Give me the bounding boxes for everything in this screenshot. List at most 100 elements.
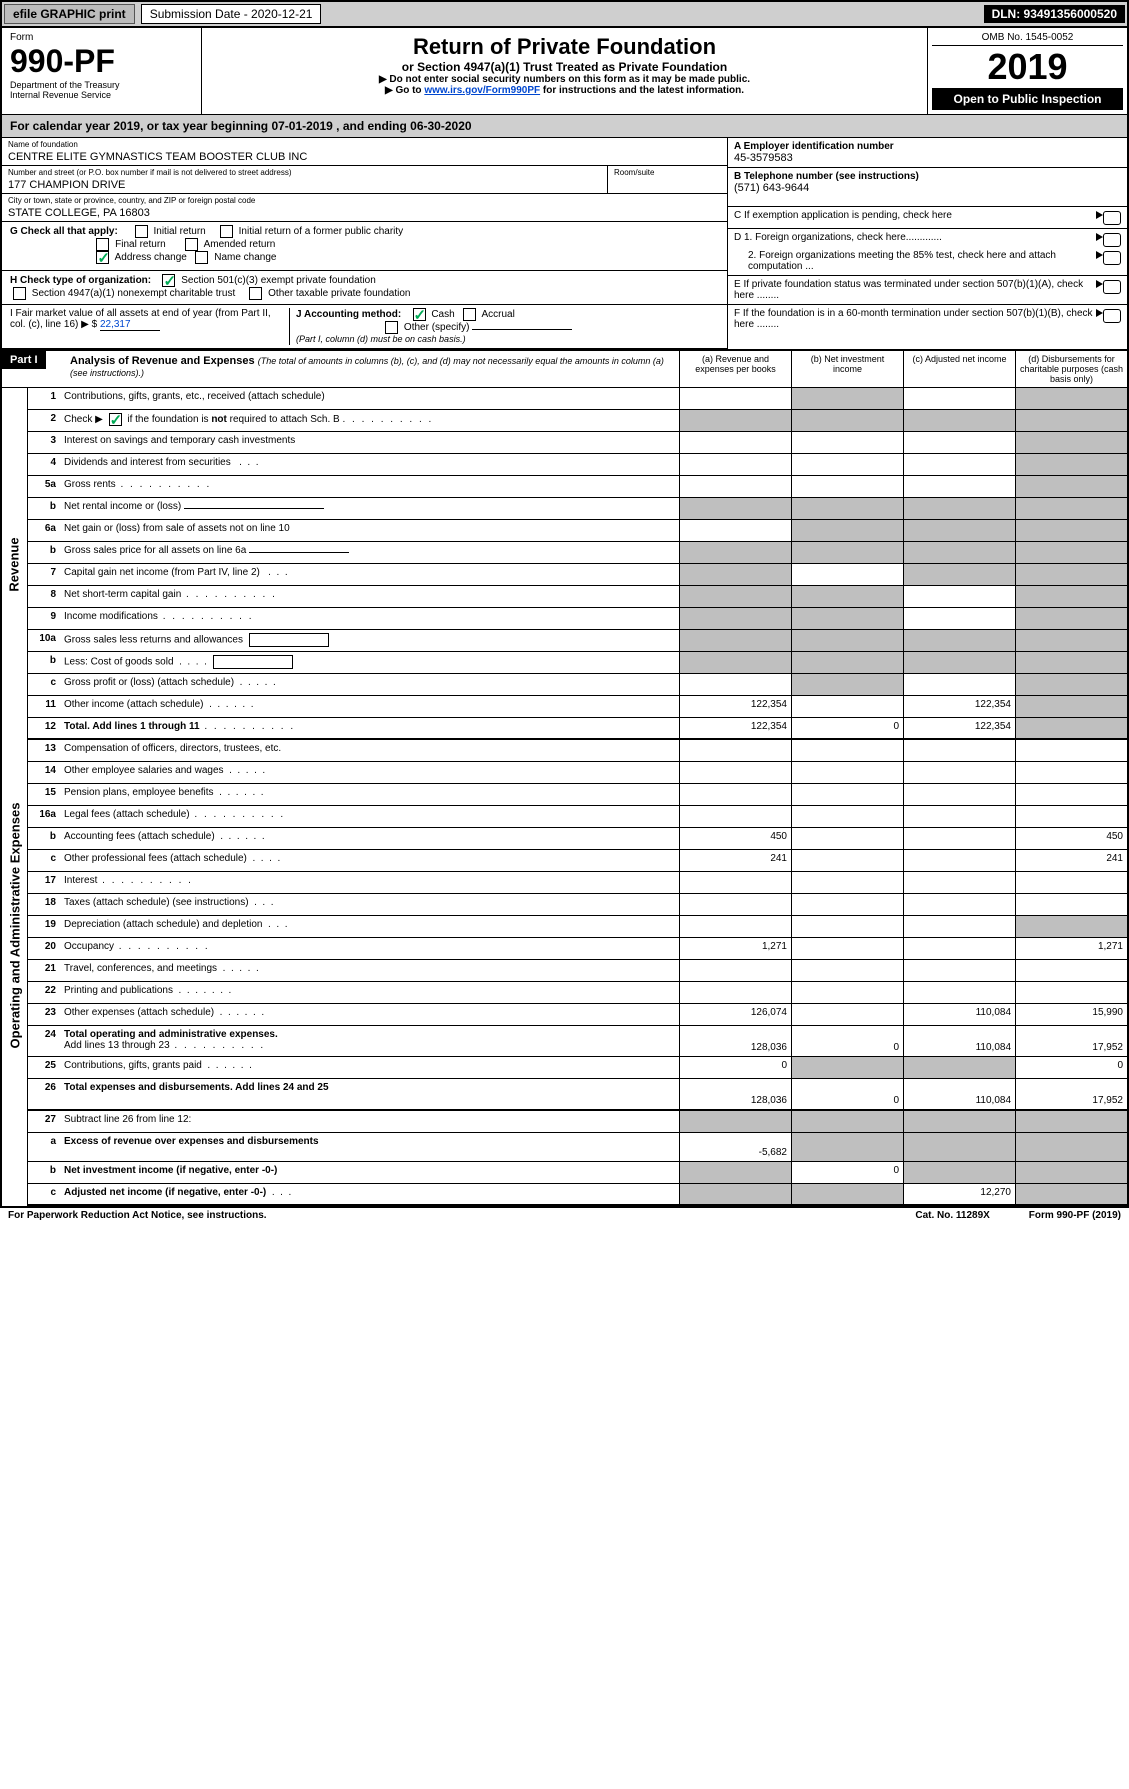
section-i: I Fair market value of all assets at end… — [10, 308, 290, 345]
val-12a: 122,354 — [679, 718, 791, 738]
addr-cell: Number and street (or P.O. box number if… — [2, 166, 607, 194]
org-city: STATE COLLEGE, PA 16803 — [8, 205, 721, 219]
c-label: C If exemption application is pending, c… — [734, 210, 1096, 225]
expenses-section: Operating and Administrative Expenses 13… — [2, 740, 1127, 1111]
cb-accrual[interactable] — [463, 308, 476, 321]
header-right: OMB No. 1545-0052 2019 Open to Public In… — [927, 28, 1127, 114]
f-label: F If the foundation is in a 60-month ter… — [734, 308, 1096, 330]
side-revenue-text: Revenue — [7, 537, 22, 591]
cb-initial-former[interactable] — [220, 225, 233, 238]
val-20d: 1,271 — [1015, 938, 1127, 959]
val-12b: 0 — [791, 718, 903, 738]
cb-sch-b[interactable] — [109, 413, 122, 426]
cb-initial[interactable] — [135, 225, 148, 238]
cb-501c3[interactable] — [162, 274, 175, 287]
row-14: Other employee salaries and wages . . . … — [62, 762, 679, 783]
g-name-change: Name change — [214, 252, 276, 263]
cb-e[interactable] — [1103, 280, 1121, 294]
tax-year: 2019 — [932, 46, 1123, 88]
row-4: Dividends and interest from securities .… — [62, 454, 679, 475]
e-label: E If private foundation status was termi… — [734, 279, 1096, 301]
cb-f[interactable] — [1103, 309, 1121, 323]
efile-button[interactable]: efile GRAPHIC print — [4, 4, 135, 24]
val-16ca: 241 — [679, 850, 791, 871]
inst2-post: for instructions and the latest informat… — [540, 85, 744, 96]
org-name: CENTRE ELITE GYMNASTICS TEAM BOOSTER CLU… — [8, 149, 721, 163]
row-2: Check ▶ if the foundation is not require… — [62, 410, 679, 431]
row-6b: Gross sales price for all assets on line… — [62, 542, 679, 563]
row-27a: Excess of revenue over expenses and disb… — [62, 1133, 679, 1161]
row-10a: Gross sales less returns and allowances — [62, 630, 679, 651]
org-addr: 177 CHAMPION DRIVE — [8, 177, 601, 191]
header-center: Return of Private Foundation or Section … — [202, 28, 927, 114]
row-6a: Net gain or (loss) from sale of assets n… — [62, 520, 679, 541]
inst2-pre: ▶ Go to — [385, 85, 424, 96]
val-11c: 122,354 — [903, 696, 1015, 717]
val-11a: 122,354 — [679, 696, 791, 717]
ein-label: A Employer identification number — [734, 141, 894, 152]
city-label: City or town, state or province, country… — [8, 196, 721, 205]
val-20a: 1,271 — [679, 938, 791, 959]
row-16a: Legal fees (attach schedule) — [62, 806, 679, 827]
revenue-section: Revenue 1Contributions, gifts, grants, e… — [2, 388, 1127, 740]
cb-address[interactable] — [96, 251, 109, 264]
cb-cash[interactable] — [413, 308, 426, 321]
val-16ba: 450 — [679, 828, 791, 849]
cb-c[interactable] — [1103, 211, 1121, 225]
cb-d1[interactable] — [1103, 233, 1121, 247]
row-5a: Gross rents — [62, 476, 679, 497]
g-address: Address change — [115, 252, 187, 263]
cb-4947[interactable] — [13, 287, 26, 300]
row-18: Taxes (attach schedule) (see instruction… — [62, 894, 679, 915]
val-27a: -5,682 — [679, 1133, 791, 1161]
row-3: Interest on savings and temporary cash i… — [62, 432, 679, 453]
form-link[interactable]: www.irs.gov/Form990PF — [424, 85, 540, 96]
cb-other-method[interactable] — [385, 321, 398, 334]
city-cell: City or town, state or province, country… — [2, 194, 727, 222]
part1-desc: Analysis of Revenue and Expenses (The to… — [66, 351, 679, 387]
c-cell: C If exemption application is pending, c… — [728, 207, 1127, 229]
row-1: Contributions, gifts, grants, etc., rece… — [62, 388, 679, 409]
row-16b: Accounting fees (attach schedule) . . . … — [62, 828, 679, 849]
arrow-icon — [1096, 280, 1103, 288]
val-23d: 15,990 — [1015, 1004, 1127, 1025]
submission-date: Submission Date - 2020-12-21 — [141, 4, 322, 24]
row-5b: Net rental income or (loss) — [62, 498, 679, 519]
part1-title: Analysis of Revenue and Expenses — [70, 355, 255, 367]
val-23c: 110,084 — [903, 1004, 1015, 1025]
row-17: Interest — [62, 872, 679, 893]
i-val: 22,317 — [100, 319, 160, 331]
h-opt2: Section 4947(a)(1) nonexempt charitable … — [32, 288, 235, 299]
val-24a: 128,036 — [679, 1026, 791, 1056]
footer-form: Form 990-PF (2019) — [1029, 1210, 1121, 1221]
g-amended: Amended return — [204, 239, 276, 250]
info-grid: Name of foundation CENTRE ELITE GYMNASTI… — [2, 138, 1127, 349]
row-20: Occupancy — [62, 938, 679, 959]
row-13: Compensation of officers, directors, tru… — [62, 740, 679, 761]
cb-name-change[interactable] — [195, 251, 208, 264]
open-public: Open to Public Inspection — [932, 88, 1123, 110]
row-15: Pension plans, employee benefits . . . .… — [62, 784, 679, 805]
arrow-icon — [1096, 211, 1103, 219]
room-cell: Room/suite — [607, 166, 727, 194]
val-27c: 12,270 — [903, 1184, 1015, 1204]
cb-d2[interactable] — [1103, 251, 1121, 265]
footer-cat: Cat. No. 11289X — [915, 1210, 989, 1221]
row-24: Total operating and administrative expen… — [62, 1026, 679, 1056]
instruction-2: ▶ Go to www.irs.gov/Form990PF for instru… — [208, 85, 921, 96]
arrow-icon — [1096, 251, 1103, 259]
val-26b: 0 — [791, 1079, 903, 1109]
col-b: (b) Net investment income — [791, 351, 903, 387]
val-16bd: 450 — [1015, 828, 1127, 849]
section-ij: I Fair market value of all assets at end… — [2, 305, 727, 349]
g-final: Final return — [115, 239, 166, 250]
instruction-1: ▶ Do not enter social security numbers o… — [208, 74, 921, 85]
val-26d: 17,952 — [1015, 1079, 1127, 1109]
j-accrual: Accrual — [481, 309, 514, 320]
cb-other-tax[interactable] — [249, 287, 262, 300]
e-cell: E If private foundation status was termi… — [728, 276, 1127, 305]
side-blank — [2, 1111, 28, 1206]
side-expenses-text: Operating and Administrative Expenses — [7, 803, 22, 1049]
cb-amended[interactable] — [185, 238, 198, 251]
part1-header: Part I Analysis of Revenue and Expenses … — [2, 349, 1127, 388]
